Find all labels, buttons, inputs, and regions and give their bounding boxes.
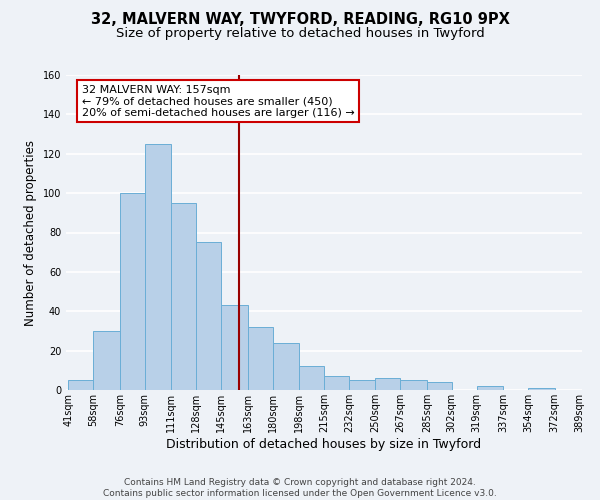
Text: 32, MALVERN WAY, TWYFORD, READING, RG10 9PX: 32, MALVERN WAY, TWYFORD, READING, RG10 … <box>91 12 509 28</box>
Bar <box>272 343 299 390</box>
Y-axis label: Number of detached properties: Number of detached properties <box>24 140 37 326</box>
Bar <box>221 306 248 390</box>
Bar <box>171 203 196 390</box>
Bar <box>400 380 427 390</box>
Bar <box>528 388 554 390</box>
X-axis label: Distribution of detached houses by size in Twyford: Distribution of detached houses by size … <box>166 438 482 450</box>
Bar <box>196 242 221 390</box>
Bar <box>145 144 171 390</box>
Bar <box>94 331 120 390</box>
Text: Size of property relative to detached houses in Twyford: Size of property relative to detached ho… <box>116 28 484 40</box>
Text: 32 MALVERN WAY: 157sqm
← 79% of detached houses are smaller (450)
20% of semi-de: 32 MALVERN WAY: 157sqm ← 79% of detached… <box>82 85 355 118</box>
Bar <box>248 327 272 390</box>
Text: Contains HM Land Registry data © Crown copyright and database right 2024.
Contai: Contains HM Land Registry data © Crown c… <box>103 478 497 498</box>
Bar <box>299 366 324 390</box>
Bar <box>427 382 452 390</box>
Bar <box>376 378 400 390</box>
Bar <box>349 380 376 390</box>
Bar <box>477 386 503 390</box>
Bar <box>324 376 349 390</box>
Bar <box>68 380 94 390</box>
Bar <box>120 193 145 390</box>
